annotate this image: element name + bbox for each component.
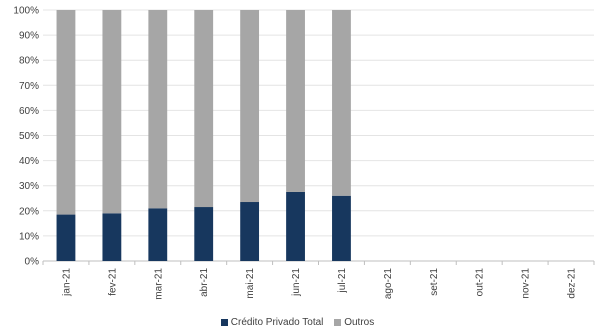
x-tick-label: jan-21 — [61, 268, 72, 297]
x-tick-label: set-21 — [429, 268, 440, 296]
legend-swatch-outros — [334, 319, 342, 326]
legend-label-outros: Outros — [344, 317, 375, 328]
bar-credito-privado — [240, 202, 260, 261]
y-tick-label: 100% — [13, 6, 39, 17]
legend-swatch-credito — [220, 319, 228, 326]
bar-credito-privado — [194, 207, 214, 261]
legend: Crédito Privado Total Outros — [0, 317, 595, 329]
y-tick-label: 20% — [19, 206, 39, 217]
y-axis: 0% 10% 20% 30% 40% 50% 60% 70% 80% 90% 100% — [13, 6, 39, 268]
y-tick-label: 70% — [19, 81, 39, 92]
bar-credito-privado — [332, 195, 351, 261]
y-tick-label: 40% — [19, 156, 39, 167]
x-tick-label: abr-21 — [199, 268, 210, 297]
y-tick-label: 30% — [19, 181, 39, 192]
legend-item-credito: Crédito Privado Total — [220, 317, 324, 328]
bar-outros — [194, 10, 214, 208]
bar-outros — [240, 10, 260, 203]
gridlines — [43, 9, 594, 262]
bar-credito-privado — [286, 191, 305, 261]
bar-credito-privado — [102, 213, 122, 261]
legend-item-outros: Outros — [334, 317, 374, 328]
bar-outros — [286, 10, 305, 192]
x-tick-label: nov-21 — [521, 268, 532, 299]
bar-outros — [56, 10, 76, 215]
y-tick-label: 10% — [19, 231, 39, 242]
bar-credito-privado — [148, 208, 168, 261]
y-tick-label: 90% — [19, 31, 39, 42]
bar-outros — [148, 10, 168, 209]
bar-outros — [332, 10, 351, 196]
y-tick-label: 50% — [19, 131, 39, 142]
x-tick-label: fev-21 — [107, 268, 118, 296]
x-tick-label: mar-21 — [153, 268, 164, 300]
bars — [56, 10, 351, 261]
bar-outros — [102, 10, 122, 214]
legend-label-credito: Crédito Privado Total — [230, 317, 324, 328]
x-tick-label: dez-21 — [567, 268, 578, 299]
x-axis: jan-21 fev-21 mar-21 abr-21 mai-21 jun-21 jul-… — [42, 261, 595, 300]
x-tick-label: jun-21 — [291, 268, 302, 297]
y-tick-label: 0% — [25, 257, 40, 268]
y-tick-label: 60% — [19, 106, 39, 117]
x-tick-label: out-21 — [475, 268, 486, 297]
bar-credito-privado — [56, 214, 76, 261]
x-tick-label: ago-21 — [383, 268, 394, 300]
y-tick-label: 80% — [19, 56, 39, 67]
x-tick-label: mai-21 — [245, 268, 256, 299]
x-tick-label: jul-21 — [337, 268, 348, 294]
